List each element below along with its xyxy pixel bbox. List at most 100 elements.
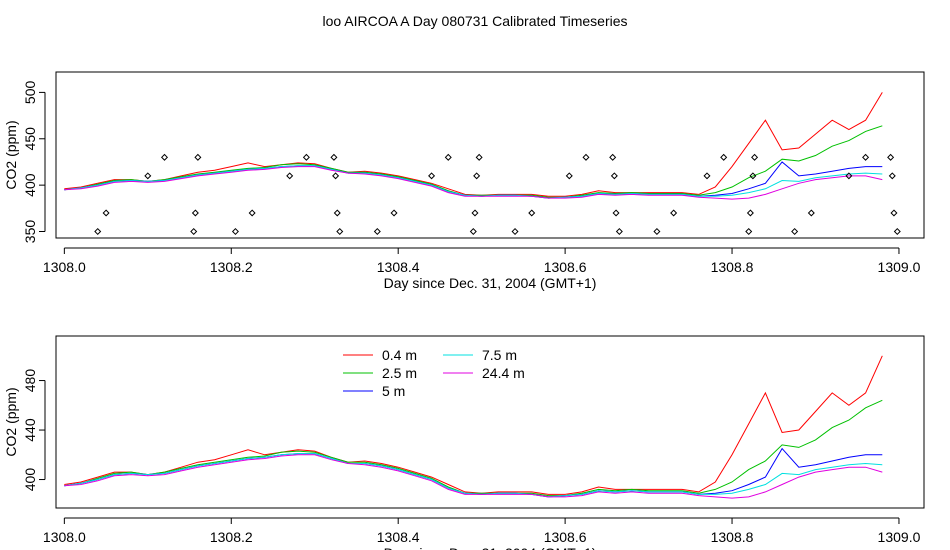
calibration-point bbox=[231, 228, 239, 236]
series-line-2-5-m bbox=[64, 125, 883, 198]
calibration-point bbox=[807, 209, 815, 217]
panel-top: 1308.0 1308.2 1308.4 1308.6 1308.8 1309.0 Day … bbox=[3, 71, 925, 291]
x-axis: 1308.0 1308.2 1308.4 1308.6 1308.8 1309.0 Day … bbox=[43, 247, 921, 291]
y-tick-label: 400 bbox=[22, 468, 38, 492]
y-tick-label: 350 bbox=[22, 220, 38, 244]
series-line-7-5-m bbox=[64, 453, 883, 498]
calibration-point bbox=[428, 172, 436, 180]
legend-entry: 0.4 m bbox=[343, 347, 417, 363]
x-tick-label: 1309.0 bbox=[878, 259, 921, 275]
plot-frame bbox=[55, 335, 925, 509]
calibration-point bbox=[190, 228, 198, 236]
legend-label: 2.5 m bbox=[382, 365, 417, 381]
calibration-point bbox=[845, 172, 853, 180]
calibration-point bbox=[791, 228, 799, 236]
calibration-point bbox=[333, 209, 341, 217]
y-tick-label: 400 bbox=[22, 173, 38, 197]
calibration-point bbox=[582, 153, 590, 161]
calibration-point bbox=[336, 228, 344, 236]
calibration-point bbox=[615, 228, 623, 236]
calibration-point bbox=[332, 172, 340, 180]
calibration-point bbox=[720, 153, 728, 161]
calibration-point bbox=[511, 228, 519, 236]
y-tick-label: 500 bbox=[22, 81, 38, 105]
calibration-point bbox=[390, 209, 398, 217]
x-axis: 1308.0 1308.2 1308.4 1308.6 1308.8 1309.0 Day … bbox=[43, 517, 921, 550]
x-tick-label: 1308.8 bbox=[711, 529, 754, 545]
calibration-point bbox=[609, 153, 617, 161]
calibration-point bbox=[893, 228, 901, 236]
legend-label: 5 m bbox=[382, 383, 405, 399]
calibration-point bbox=[194, 153, 202, 161]
x-tick-label: 1308.4 bbox=[377, 259, 420, 275]
calibration-point bbox=[471, 209, 479, 217]
calibration-point bbox=[612, 209, 620, 217]
y-tick-label: 440 bbox=[22, 418, 38, 442]
calibration-point bbox=[469, 228, 477, 236]
series-line-0-4-m bbox=[64, 355, 883, 495]
calibration-point bbox=[888, 172, 896, 180]
x-tick-label: 1308.6 bbox=[544, 529, 587, 545]
legend-label: 7.5 m bbox=[482, 347, 517, 363]
calibration-point bbox=[751, 153, 759, 161]
plot-frame bbox=[55, 71, 925, 239]
series-line-0-4-m bbox=[64, 92, 883, 197]
legend-label: 0.4 m bbox=[382, 347, 417, 363]
calibration-point bbox=[191, 209, 199, 217]
calibration-point bbox=[887, 153, 895, 161]
calibration-point bbox=[745, 228, 753, 236]
series-line-24-4-m bbox=[64, 166, 883, 200]
calibration-point bbox=[749, 172, 757, 180]
x-tick-label: 1308.2 bbox=[210, 529, 253, 545]
legend-entry: 7.5 m bbox=[443, 347, 517, 363]
x-tick-label: 1308.0 bbox=[43, 529, 86, 545]
calibration-point bbox=[475, 153, 483, 161]
panel-bottom: 1308.0 1308.2 1308.4 1308.6 1308.8 1309.0 Day … bbox=[3, 335, 925, 550]
series-line-7-5-m bbox=[64, 165, 883, 199]
legend-entry: 24.4 m bbox=[443, 365, 525, 381]
calibration-point bbox=[670, 209, 678, 217]
calibration-point bbox=[862, 153, 870, 161]
x-tick-label: 1308.6 bbox=[544, 259, 587, 275]
calibration-point bbox=[653, 228, 661, 236]
calibration-point bbox=[746, 209, 754, 217]
calibration-point bbox=[302, 153, 310, 161]
series-line-24-4-m bbox=[64, 454, 883, 499]
calibration-point bbox=[94, 228, 102, 236]
figure-title: loo AIRCOA A Day 080731 Calibrated Times… bbox=[322, 13, 627, 29]
legend: 0.4 m 2.5 m 5 m 7.5 m 24.4 m bbox=[343, 347, 525, 399]
y-axis-label: CO2 (ppm) bbox=[3, 387, 19, 456]
x-axis-label: Day since Dec. 31, 2004 (GMT+1) bbox=[384, 275, 597, 291]
y-axis-label: CO2 (ppm) bbox=[3, 120, 19, 189]
series-line-2-5-m bbox=[64, 399, 883, 497]
calibration-point bbox=[890, 209, 898, 217]
series-line-5-m bbox=[64, 161, 883, 199]
calibration-point bbox=[565, 172, 573, 180]
calibration-points bbox=[94, 153, 901, 236]
y-tick-label: 480 bbox=[22, 369, 38, 393]
calibration-point bbox=[373, 228, 381, 236]
legend-entry: 2.5 m bbox=[343, 365, 417, 381]
calibration-point bbox=[330, 153, 338, 161]
y-tick-label: 450 bbox=[22, 127, 38, 151]
calibration-point bbox=[444, 153, 452, 161]
series-line-5-m bbox=[64, 447, 883, 498]
calibration-point bbox=[286, 172, 294, 180]
calibration-point bbox=[473, 172, 481, 180]
legend-entry: 5 m bbox=[343, 383, 405, 399]
x-tick-label: 1308.2 bbox=[210, 259, 253, 275]
calibration-point bbox=[610, 172, 618, 180]
calibration-point bbox=[248, 209, 256, 217]
calibration-point bbox=[144, 172, 152, 180]
x-tick-label: 1308.4 bbox=[377, 529, 420, 545]
calibration-point bbox=[160, 153, 169, 161]
x-tick-label: 1309.0 bbox=[878, 529, 921, 545]
x-axis-label: Day since Dec. 31, 2004 (GMT+1) bbox=[384, 545, 597, 550]
x-tick-label: 1308.8 bbox=[711, 259, 754, 275]
legend-label: 24.4 m bbox=[482, 365, 525, 381]
x-tick-label: 1308.0 bbox=[43, 259, 86, 275]
calibration-point bbox=[102, 209, 110, 217]
